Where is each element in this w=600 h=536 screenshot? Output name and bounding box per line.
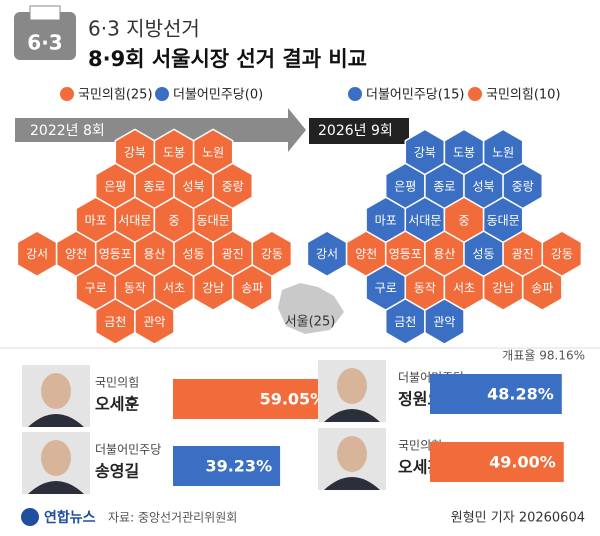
district-label: 중랑 [512,179,534,193]
result-bar [430,374,562,414]
result-bar [173,446,281,486]
photo-head [41,440,71,476]
district-label: 관악 [433,315,455,329]
district-hex [424,298,465,345]
district-label: 관악 [143,315,165,329]
result-label: 49.00% [489,453,556,472]
district-hex [521,264,563,312]
photo-body [324,409,380,422]
legend-label: 더불어민주당(0) [173,88,263,103]
period-box [309,118,409,144]
party: 국민의힘 [95,376,139,390]
result-bar [173,379,335,419]
district-hex [231,264,273,312]
district-label: 송파 [241,281,263,295]
legend-label: 국민의힘(25) [78,88,153,103]
district-label: 강서 [316,247,338,261]
district-label: 강동 [551,247,573,261]
result-bar [430,442,564,482]
district-label: 은평 [394,179,416,193]
district-label: 강북 [124,146,146,160]
district-label: 노원 [202,146,224,160]
legend-label: 더불어민주당(15) [366,88,464,103]
district-label: 광진 [512,247,534,261]
party: 더불어민주당 [95,443,161,457]
legend-label: 국민의힘(10) [486,88,561,103]
district-label: 중 [458,213,469,227]
district-label: 서초 [453,281,475,295]
district-label: 종로 [143,179,165,193]
period-label: 2026년 9회 [318,123,393,139]
photo-head [337,436,367,472]
photo-body [28,414,84,427]
district-label: 은평 [104,179,126,193]
district-label: 양천 [355,246,377,261]
district-label: 동대문 [197,213,230,227]
title: 6·3 지방선거 [88,17,200,41]
district-label: 강북 [414,146,436,160]
district-label: 성북 [473,179,495,193]
district-label: 구로 [85,281,107,295]
district-label: 영등포 [99,247,132,261]
district-label: 마포 [85,213,107,227]
district-label: 용산 [433,247,455,261]
district-label: 용산 [143,247,165,261]
district-label: 강서 [26,247,48,261]
district-label: 종로 [433,179,455,193]
district-hex [134,298,175,345]
photo-head [41,373,71,409]
logo-icon [21,508,39,526]
credit: 원형민 기자 20260604 [451,511,585,526]
district-label: 성동 [183,247,205,261]
seoul-label: 서울(25) [285,315,336,330]
ballot-paper [29,5,61,21]
result-label: 48.28% [487,385,554,404]
district-label: 강동 [261,247,283,261]
district-label: 중랑 [222,179,244,193]
district-label: 노원 [492,146,514,160]
district-label: 금천 [104,314,126,329]
district-label: 성북 [183,179,205,193]
seoul-silhouette [278,283,344,334]
legend-swatch [468,87,482,101]
district-label: 강남 [492,281,514,295]
district-label: 양천 [65,246,87,261]
district-label: 강남 [202,281,224,295]
photo-body [28,481,84,494]
ballot-box [14,12,76,60]
badge: 6·3 [27,31,62,55]
count-rate: 개표율 98.16% [502,349,585,363]
district-label: 중 [168,213,179,227]
district-label: 도봉 [163,146,185,160]
district-label: 구로 [375,281,397,295]
subtitle: 8·9회 서울시장 선거 결과 비교 [88,47,367,71]
period-label: 2022년 8회 [30,123,105,139]
district-label: 동작 [414,281,436,295]
source: 자료: 중앙선거관리위원회 [108,511,237,525]
district-label: 동작 [124,281,146,295]
logo: 연합뉴스 [44,509,96,526]
district-label: 성동 [473,247,495,261]
district-label: 영등포 [389,247,422,261]
photo-body [324,477,380,490]
legend-swatch [155,87,169,101]
candidate-name: 송영길 [95,462,139,481]
photo-head [337,368,367,404]
result-label: 59.05% [260,390,327,409]
legend-swatch [60,87,74,101]
district-label: 마포 [375,213,397,227]
district-label: 도봉 [453,146,475,160]
result-label: 39.23% [205,457,272,476]
legend-swatch [348,87,362,101]
district-label: 동대문 [487,213,520,227]
district-label: 금천 [394,314,416,329]
district-label: 광진 [222,247,244,261]
district-label: 서대문 [118,213,151,227]
district-label: 송파 [531,281,553,295]
district-label: 서대문 [408,213,441,227]
candidate-name: 오세훈 [95,395,139,414]
district-label: 서초 [163,281,185,295]
